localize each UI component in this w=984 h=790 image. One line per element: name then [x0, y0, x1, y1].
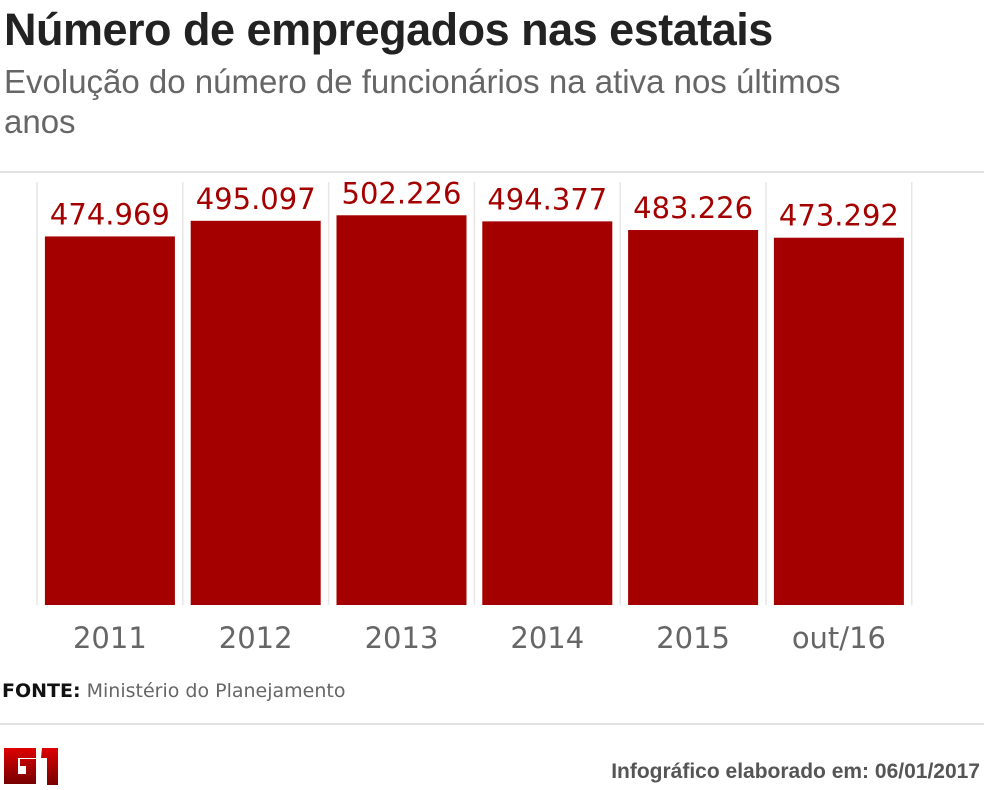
- x-tick-label: 2015: [656, 621, 730, 655]
- data-label: 473.292: [779, 199, 899, 233]
- data-label: 495.097: [196, 182, 316, 216]
- bar: [44, 236, 175, 606]
- bar: [190, 220, 321, 605]
- data-label: 483.226: [633, 191, 753, 225]
- bar: [628, 230, 759, 605]
- chart-subtitle: Evolução do número de funcionários na at…: [4, 63, 841, 140]
- bar-chart: 474.969 2011 495.097 2012 502.226 2013 494.377…: [36, 176, 913, 655]
- x-tick-label: 2011: [73, 621, 147, 655]
- x-tick-label: out/16: [792, 621, 886, 655]
- bar: [773, 237, 904, 606]
- source-note: FONTE: Ministério do Planejamento: [2, 680, 345, 702]
- divider: [0, 723, 984, 725]
- data-label: 494.377: [487, 182, 607, 216]
- g1-logo: [4, 748, 58, 785]
- bar: [336, 215, 467, 605]
- x-tick-label: 2014: [510, 621, 584, 655]
- chart-title: Número de empregados nas estatais: [4, 4, 773, 55]
- bar: [482, 221, 613, 605]
- data-label: 502.226: [342, 176, 462, 210]
- divider: [0, 171, 984, 173]
- data-label: 474.969: [50, 197, 170, 231]
- x-tick-label: 2012: [219, 621, 293, 655]
- credit-text: Infográfico elaborado em: 06/01/2017: [611, 760, 980, 783]
- source-text: Ministério do Planejamento: [86, 680, 346, 702]
- source-label: FONTE:: [2, 680, 81, 702]
- x-tick-label: 2013: [365, 621, 439, 655]
